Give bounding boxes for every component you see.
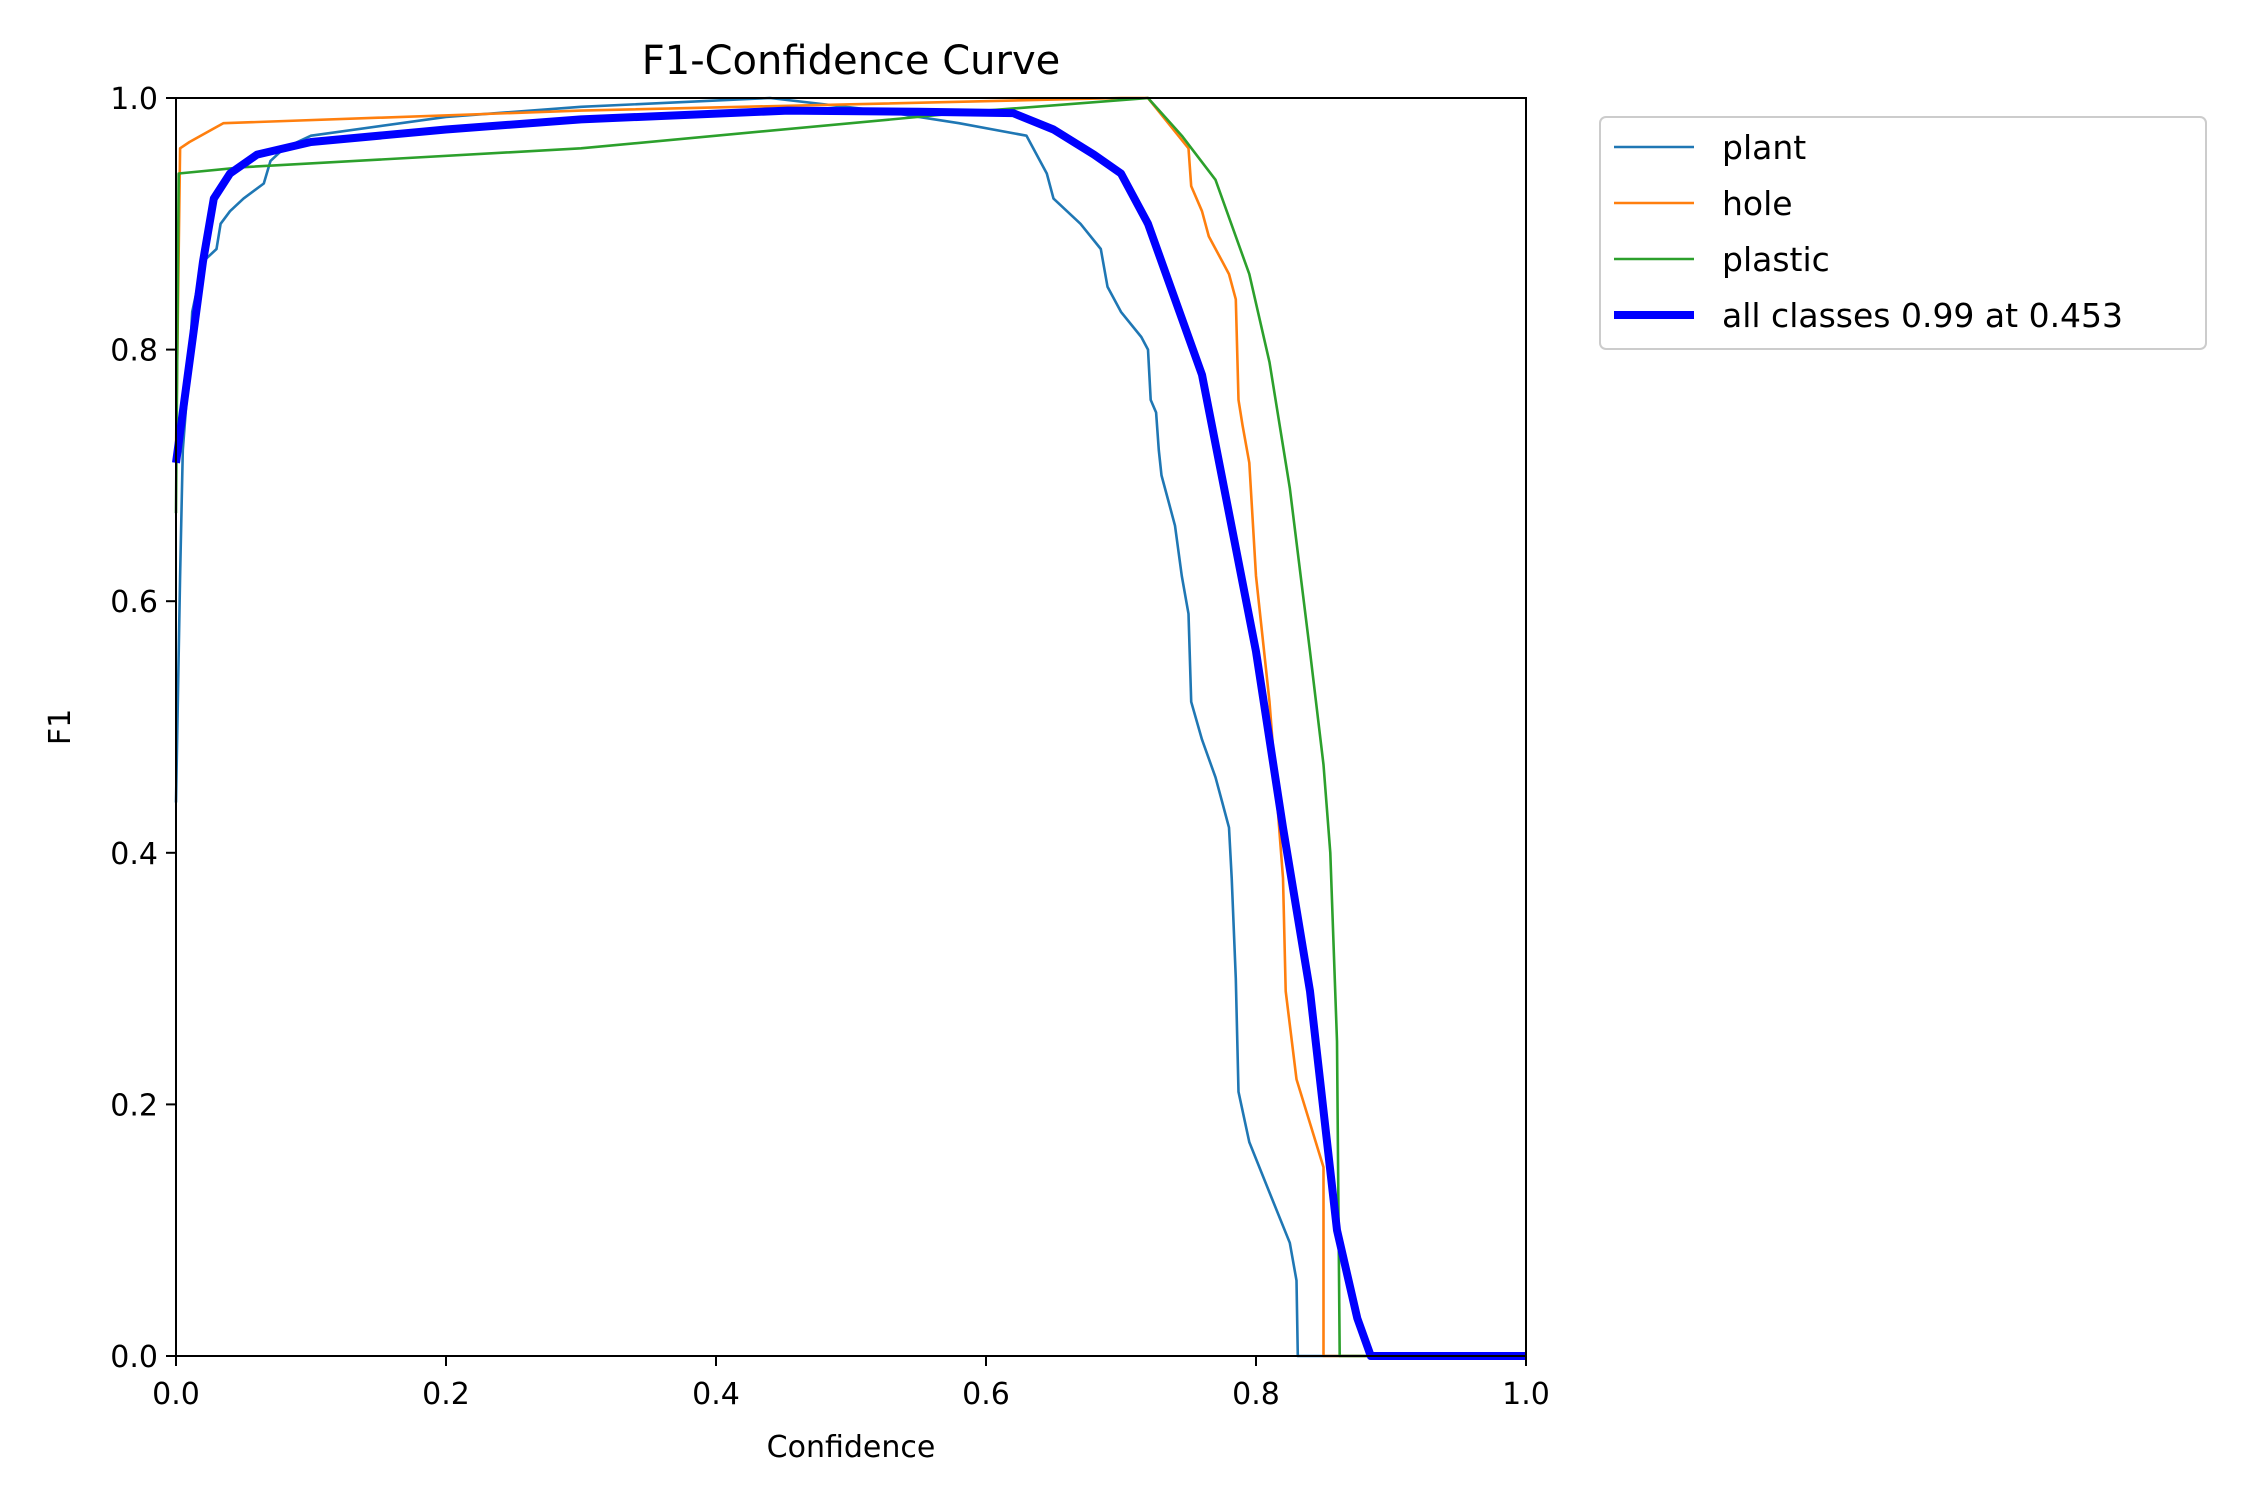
legend-entries: plant hole plastic all classes 0.99 at 0.45… <box>1614 128 2123 335</box>
chart-title: F1-Confidence Curve <box>642 38 1061 84</box>
y-axis: 0.0 0.2 0.4 0.6 0.8 1.0 <box>110 82 176 1375</box>
series-line-3 <box>172 106 1526 1360</box>
x-axis-label: Confidence <box>767 1430 936 1465</box>
series-line-1 <box>174 96 1526 1358</box>
x-axis: 0.0 0.2 0.4 0.6 0.8 1.0 <box>152 1356 1550 1412</box>
series-layer <box>172 96 1526 1360</box>
legend-label: all classes 0.99 at 0.453 <box>1722 296 2123 335</box>
x-tick-label: 0.6 <box>962 1377 1010 1412</box>
y-tick-label: 0.2 <box>110 1088 158 1123</box>
plot-frame <box>175 97 1527 1357</box>
plot-area <box>176 98 1526 1356</box>
legend-label: plant <box>1722 128 1806 167</box>
x-tick-label: 0.0 <box>152 1377 200 1412</box>
legend-label: hole <box>1722 184 1793 223</box>
x-tick-label: 0.8 <box>1232 1377 1280 1412</box>
x-tick-label: 1.0 <box>1502 1377 1550 1412</box>
y-tick-label: 0.8 <box>110 334 158 369</box>
legend-box <box>1599 116 2207 350</box>
x-tick-label: 0.2 <box>422 1377 470 1412</box>
y-axis-label: F1 <box>43 709 78 745</box>
x-tick-label: 0.4 <box>692 1377 740 1412</box>
y-tick-label: 0.0 <box>110 1340 158 1375</box>
legend-label: plastic <box>1722 240 1830 279</box>
series-line-0 <box>174 96 1526 1358</box>
y-tick-label: 0.4 <box>110 837 158 872</box>
y-tick-label: 1.0 <box>110 82 158 117</box>
y-tick-label: 0.6 <box>110 585 158 620</box>
series-line-2 <box>174 96 1526 1358</box>
legend: plant hole plastic all classes 0.99 at 0.45… <box>1599 116 2207 350</box>
